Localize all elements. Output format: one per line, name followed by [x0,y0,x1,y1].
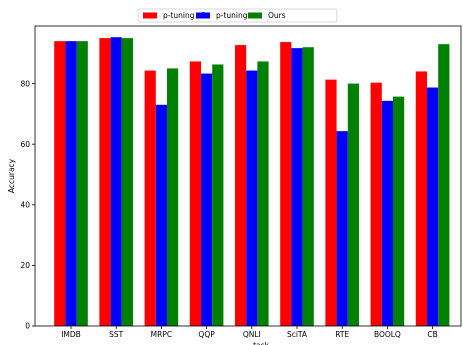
y-tick-label: 20 [20,261,30,270]
bar-mrpc-p-tuning-v2 [144,70,156,326]
legend-swatch-p-tuning [196,12,210,19]
bar-boolq-p-tuning-v2 [370,82,382,326]
bar-boolq-p-tuning [381,100,393,326]
bar-cb-p-tuning [427,87,439,327]
bar-scita-p-tuning-v2 [280,42,292,327]
x-tick-label: QNLI [243,330,261,339]
bar-rte-p-tuning-v2 [325,79,337,326]
legend: p-tuning v2 p-tuning Ours [137,8,338,23]
bar-qqp-ours [212,64,224,326]
legend-label-ours: Ours [268,11,286,20]
x-axis-ticks: IMDB SST MRPC QQP QNLI SciTA RTE BOOLQ CB [61,326,438,339]
bar-cb-ours [438,44,450,327]
bar-qqp-p-tuning-v2 [189,61,201,326]
y-tick-label: 80 [20,79,30,88]
bar-boolq-ours [393,96,405,326]
x-axis-label: task [253,341,269,345]
legend-label-p-tuning-v2: p-tuning v2 [163,11,206,20]
x-tick-label: MRPC [151,330,172,339]
bar-rte-p-tuning [336,131,348,326]
legend-label-p-tuning: p-tuning [216,11,248,20]
x-tick-label: CB [427,330,437,339]
y-tick-label: 0 [25,322,30,331]
y-axis-ticks: 0 20 40 60 80 [20,79,35,331]
plot-frame [34,25,462,327]
bar-qnli-p-tuning-v2 [235,45,247,327]
x-tick-label: RTE [335,330,349,339]
bar-scita-p-tuning [291,48,303,327]
y-tick-label: 40 [20,200,30,209]
bar-imdb-ours [76,41,88,327]
bar-imdb-p-tuning-v2 [54,41,66,327]
x-tick-label: SST [109,330,124,339]
x-tick-label: IMDB [61,330,81,339]
x-tick-label: BOOLQ [374,330,401,339]
bar-cb-p-tuning-v2 [415,71,427,326]
y-tick-label: 60 [20,140,30,149]
legend-swatch-ours [248,12,262,19]
bar-imdb-p-tuning [65,41,77,327]
legend-frame [137,8,338,23]
bar-mrpc-ours [167,68,179,327]
bar-qnli-ours [257,61,269,326]
bar-sst-p-tuning-v2 [99,38,111,327]
x-tick-label: SciTA [287,330,308,339]
bar-sst-ours [121,38,133,327]
bar-sst-p-tuning [110,37,122,327]
bar-rte-ours [347,83,359,326]
bar-mrpc-p-tuning [155,104,167,326]
x-tick-label: QQP [198,330,215,339]
bar-scita-ours [302,47,314,327]
bars [54,37,450,327]
legend-swatch-p-tuning-v2 [143,12,157,19]
y-axis-label: Accuracy [7,158,16,193]
bar-qnli-p-tuning [246,70,258,326]
bar-qqp-p-tuning [201,73,213,326]
